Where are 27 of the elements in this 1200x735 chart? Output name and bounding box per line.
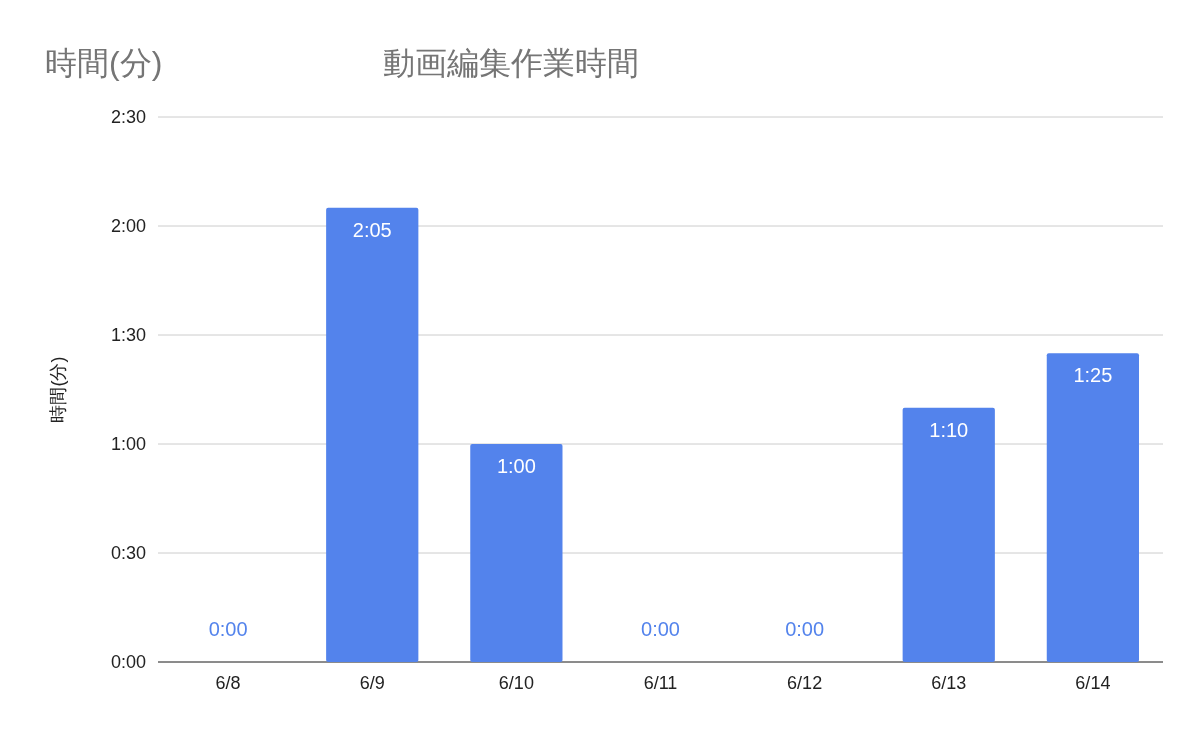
x-tick-label: 6/13: [931, 672, 967, 693]
y-tick-label: 2:30: [110, 107, 146, 128]
chart-title: 動画編集作業時間: [383, 45, 639, 81]
data-label: 2:05: [352, 218, 392, 241]
bar: [326, 207, 419, 662]
data-label: 0:00: [208, 618, 248, 640]
y-tick-label: 2:00: [110, 216, 146, 237]
y-axis-title: 時間(分): [48, 356, 68, 423]
x-tick-label: 6/14: [1075, 672, 1111, 693]
x-tick-label: 6/8: [215, 672, 241, 693]
data-label: 1:00: [496, 455, 536, 477]
text: 時間(分): [45, 45, 163, 81]
x-tick-label: 6/9: [359, 672, 385, 693]
bar: [470, 444, 563, 662]
bar: [1046, 353, 1139, 662]
data-label: 0:00: [785, 618, 825, 640]
data-label: 1:25: [1073, 364, 1113, 387]
data-label: 0:00: [641, 618, 680, 640]
y-tick-label: 1:30: [110, 325, 146, 346]
x-tick-label: 6/10: [498, 672, 534, 693]
x-tick-label: 6/12: [787, 672, 823, 693]
y-tick-label: 0:00: [110, 652, 146, 673]
y-tick-label: 1:00: [110, 434, 146, 455]
x-tick-label: 6/11: [643, 672, 678, 693]
y-tick-label: 0:30: [110, 543, 146, 564]
data-label: 1:10: [929, 418, 969, 441]
bar: [902, 407, 995, 662]
